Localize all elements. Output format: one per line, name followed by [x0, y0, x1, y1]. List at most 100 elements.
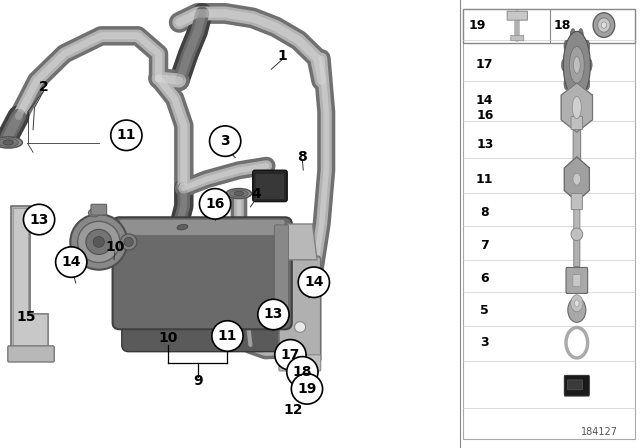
Text: 12: 12 [284, 403, 303, 417]
Text: 13: 13 [264, 307, 283, 322]
Circle shape [561, 59, 566, 71]
Circle shape [563, 31, 590, 99]
Circle shape [86, 229, 111, 254]
Circle shape [579, 89, 583, 101]
Text: 16: 16 [205, 197, 225, 211]
Circle shape [570, 89, 575, 101]
Text: 17: 17 [281, 348, 300, 362]
FancyBboxPatch shape [91, 204, 107, 215]
FancyBboxPatch shape [122, 307, 283, 352]
Circle shape [573, 56, 580, 73]
FancyBboxPatch shape [573, 118, 580, 170]
Ellipse shape [593, 13, 615, 37]
Circle shape [294, 322, 305, 332]
Circle shape [111, 120, 142, 151]
FancyBboxPatch shape [507, 11, 527, 20]
Circle shape [564, 78, 569, 90]
Circle shape [120, 234, 137, 250]
Text: 5: 5 [481, 303, 489, 317]
Circle shape [258, 299, 289, 330]
Text: 18: 18 [554, 19, 571, 33]
Ellipse shape [566, 327, 588, 358]
Ellipse shape [572, 96, 581, 119]
Circle shape [200, 189, 230, 219]
Circle shape [585, 78, 589, 90]
Text: 3: 3 [481, 336, 489, 349]
Text: 6: 6 [481, 272, 489, 285]
Text: 11: 11 [116, 128, 136, 142]
Text: 14
16: 14 16 [476, 94, 493, 121]
Text: 14: 14 [61, 255, 81, 269]
Ellipse shape [230, 190, 248, 197]
Circle shape [287, 357, 318, 387]
Ellipse shape [0, 137, 22, 148]
Text: 8: 8 [481, 206, 489, 220]
Circle shape [93, 237, 104, 247]
FancyBboxPatch shape [120, 220, 285, 235]
Text: 11: 11 [218, 329, 237, 343]
FancyBboxPatch shape [113, 217, 292, 329]
FancyBboxPatch shape [275, 225, 289, 322]
Ellipse shape [168, 221, 197, 233]
Ellipse shape [573, 173, 580, 185]
Ellipse shape [601, 22, 607, 28]
Polygon shape [561, 83, 593, 132]
Polygon shape [283, 224, 317, 260]
FancyBboxPatch shape [253, 170, 287, 202]
Text: 7: 7 [481, 239, 489, 252]
Text: 18: 18 [292, 365, 312, 379]
FancyBboxPatch shape [571, 116, 582, 129]
Ellipse shape [234, 191, 244, 196]
Text: 3: 3 [220, 134, 230, 148]
Circle shape [70, 214, 127, 270]
Circle shape [579, 29, 583, 41]
FancyBboxPatch shape [572, 194, 582, 210]
Ellipse shape [227, 189, 252, 198]
Text: 11: 11 [476, 172, 493, 186]
Circle shape [212, 321, 243, 351]
Ellipse shape [571, 295, 583, 312]
Circle shape [77, 221, 120, 263]
FancyBboxPatch shape [255, 173, 284, 199]
FancyBboxPatch shape [279, 355, 321, 371]
FancyBboxPatch shape [8, 346, 54, 362]
Polygon shape [12, 206, 48, 349]
FancyBboxPatch shape [463, 9, 635, 43]
Text: 8: 8 [298, 150, 307, 164]
Ellipse shape [568, 298, 586, 323]
Text: 17: 17 [476, 58, 493, 72]
Circle shape [564, 40, 569, 52]
FancyBboxPatch shape [279, 256, 321, 362]
Text: 19: 19 [297, 382, 317, 396]
Text: 1: 1 [278, 49, 287, 63]
Ellipse shape [88, 209, 100, 217]
Circle shape [570, 47, 584, 83]
Ellipse shape [3, 140, 13, 145]
Circle shape [275, 340, 306, 370]
FancyBboxPatch shape [573, 275, 581, 286]
Ellipse shape [172, 223, 193, 232]
Ellipse shape [0, 138, 19, 146]
FancyBboxPatch shape [574, 237, 580, 267]
Circle shape [56, 247, 87, 277]
Circle shape [24, 204, 54, 235]
FancyBboxPatch shape [566, 267, 588, 293]
Circle shape [585, 40, 589, 52]
Text: 10: 10 [158, 331, 177, 345]
FancyBboxPatch shape [463, 9, 635, 439]
FancyBboxPatch shape [568, 380, 582, 390]
Text: 13: 13 [476, 138, 493, 151]
Circle shape [124, 237, 133, 246]
Text: 13: 13 [29, 212, 49, 227]
Circle shape [291, 374, 323, 404]
FancyBboxPatch shape [574, 203, 580, 237]
Polygon shape [564, 157, 589, 202]
Text: 9: 9 [193, 374, 202, 388]
Ellipse shape [575, 300, 579, 306]
Text: 10: 10 [105, 240, 125, 254]
Text: 184127: 184127 [581, 427, 618, 437]
Circle shape [298, 267, 330, 297]
Ellipse shape [177, 224, 188, 230]
Ellipse shape [571, 228, 582, 241]
FancyBboxPatch shape [511, 35, 524, 41]
